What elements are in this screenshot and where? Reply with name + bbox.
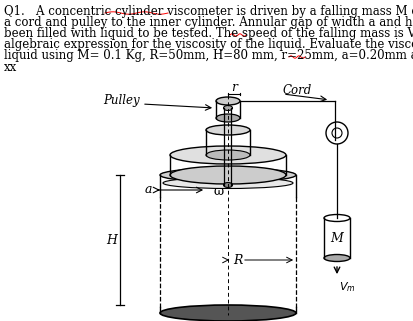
Text: ω: ω: [214, 186, 223, 198]
Ellipse shape: [206, 150, 249, 160]
Text: Pulley: Pulley: [103, 94, 140, 108]
Text: M: M: [330, 231, 342, 245]
Ellipse shape: [216, 114, 240, 122]
Text: Cord: Cord: [282, 84, 311, 98]
Ellipse shape: [323, 214, 349, 221]
Ellipse shape: [216, 97, 240, 105]
Text: a: a: [144, 184, 152, 196]
Text: algebraic expression for the viscosity of the liquid. Evaluate the viscosity of : algebraic expression for the viscosity o…: [4, 38, 413, 51]
Text: been filled with liquid to be tested. The speed of the falling mass is Vm. Devel: been filled with liquid to be tested. Th…: [4, 27, 413, 40]
Ellipse shape: [159, 305, 295, 321]
Ellipse shape: [163, 178, 292, 188]
Ellipse shape: [206, 125, 249, 135]
Text: H: H: [106, 233, 117, 247]
Ellipse shape: [223, 183, 232, 187]
Ellipse shape: [159, 168, 295, 182]
Text: liquid using M= 0.1 Kg, R=50mm, H=80 mm, r=25mm, a=0.20mm and Vm = 30 +: liquid using M= 0.1 Kg, R=50mm, H=80 mm,…: [4, 49, 413, 62]
Text: xx: xx: [4, 61, 17, 74]
Text: R: R: [233, 254, 242, 266]
Text: r: r: [230, 82, 236, 94]
Ellipse shape: [170, 166, 285, 184]
Text: Q1.   A concentric cylinder viscometer is driven by a falling mass M connected b: Q1. A concentric cylinder viscometer is …: [4, 5, 413, 18]
Text: a cord and pulley to the inner cylinder. Annular gap of width a and height H has: a cord and pulley to the inner cylinder.…: [4, 16, 413, 29]
Ellipse shape: [170, 146, 285, 164]
Text: $V_m$: $V_m$: [338, 280, 355, 294]
Ellipse shape: [223, 106, 232, 110]
Ellipse shape: [323, 255, 349, 262]
